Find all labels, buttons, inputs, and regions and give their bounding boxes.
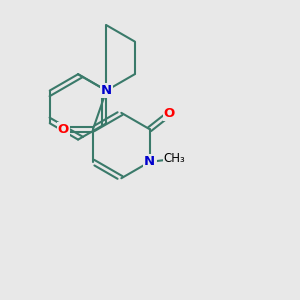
Text: O: O [58, 123, 69, 136]
Text: CH₃: CH₃ [164, 152, 186, 165]
Text: O: O [164, 107, 175, 120]
Text: N: N [144, 155, 155, 168]
Text: N: N [101, 84, 112, 97]
